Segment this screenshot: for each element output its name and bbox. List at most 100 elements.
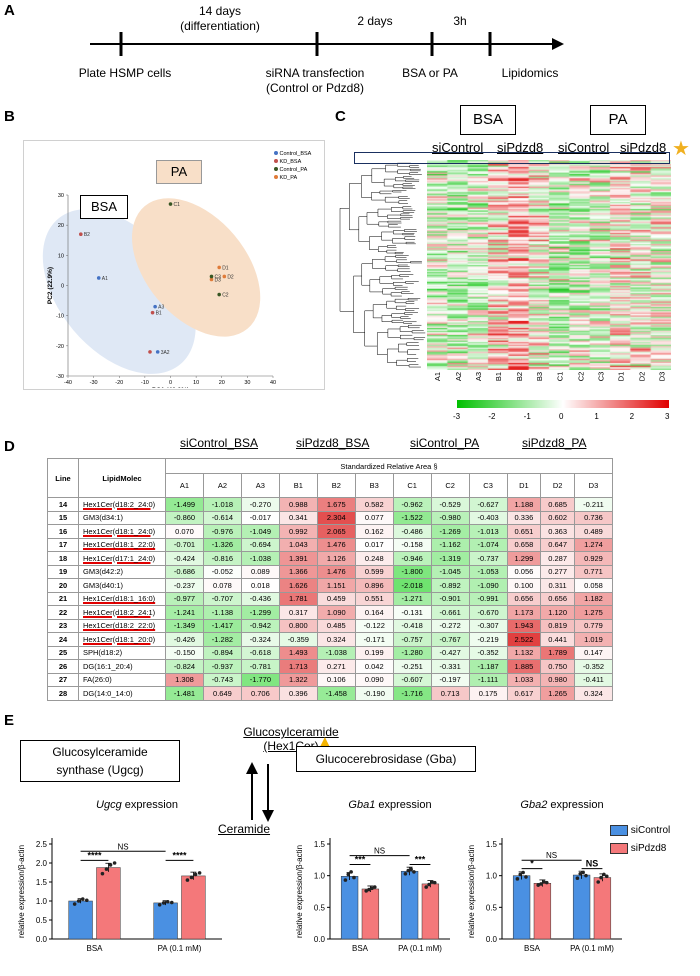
table-cell-value: -0.901: [430, 591, 470, 606]
panel-c-label: C: [335, 108, 346, 125]
x-tick-label: 40: [270, 380, 276, 386]
data-point: [197, 871, 202, 875]
table-cell-value: -0.942: [240, 618, 280, 633]
table-cell-value: 1.885: [506, 659, 542, 674]
legend-item-sicontrol: siControl: [610, 822, 670, 840]
data-point: [104, 867, 109, 871]
dendrogram-branch: [397, 268, 411, 272]
heatmap-col-label: C3: [596, 371, 606, 382]
table-cell-value: 0.485: [316, 618, 356, 633]
timeline-label-3h: 3h: [453, 14, 467, 28]
gba-box: Glucocerebrosidase (Gba): [296, 746, 476, 772]
lipid-table: Line LipidMolec Standardized Relative Ar…: [47, 458, 614, 701]
timeline-step-sirna: siRNA transfection (Control or Pdzd8): [265, 66, 365, 95]
table-cell-value: 1.274: [573, 537, 614, 552]
data-point: [604, 874, 609, 879]
table-cell-value: -1.162: [430, 537, 470, 552]
table-cell-value: -1.458: [316, 686, 356, 701]
dendrogram-branch: [393, 230, 405, 235]
table-group-label: siControl_BSA: [180, 436, 259, 450]
table-cell-value: 0.147: [573, 645, 614, 660]
table-cell-value: 1.126: [316, 551, 356, 566]
table-cell-value: -1.349: [165, 618, 204, 633]
y-tick-label: -10: [56, 314, 64, 320]
table-cell-value: -1.074: [468, 537, 508, 552]
table-cell-value: -0.352: [573, 659, 614, 674]
table-row: 23 Hex1Cer(d18:2_22:0) -1.349 -1.417 -0.942 0…: [47, 618, 614, 633]
table-cell-value: 0.441: [540, 632, 575, 647]
dendrogram-branch: [399, 274, 414, 277]
table-cell-value: -0.707: [202, 591, 242, 606]
bar: [533, 883, 552, 940]
data-point: [542, 880, 546, 884]
table-cell-value: -0.694: [240, 537, 280, 552]
table-cell-value: 0.602: [540, 510, 575, 525]
table-cell-value: -1.018: [202, 497, 242, 512]
pca-point: [217, 292, 221, 297]
y-tick-label: 0.5: [314, 903, 326, 912]
data-point: [578, 871, 583, 876]
table-cell-line: 25: [47, 645, 79, 660]
dendrogram-branch: [387, 245, 397, 248]
table-cell-lipid: Hex1Cer(d18:2_24:0): [78, 497, 166, 512]
table-cell-value: 1.391: [278, 551, 318, 566]
data-point: [424, 885, 428, 889]
table-cell-value: 0.042: [354, 659, 394, 674]
table-cell-value: 1.120: [540, 605, 575, 620]
table-cell-value: 1.151: [316, 578, 356, 593]
chart-title: Gba2 expression: [520, 799, 603, 811]
dendrogram-branch: [408, 364, 421, 368]
table-cell-value: 0.090: [354, 672, 394, 687]
y-tick-label: 1.5: [486, 840, 498, 849]
table-cell-value: -0.860: [165, 510, 204, 525]
data-point: [364, 889, 368, 893]
table-cell-value: -0.122: [354, 618, 394, 633]
dendrogram-branch: [404, 236, 416, 240]
panel-e-label: E: [4, 712, 15, 729]
heatmap-col-label: B1: [494, 371, 504, 382]
significance-label: NS: [374, 847, 385, 856]
pca-bsa-box: BSA: [80, 195, 128, 219]
table-cell-lipid: Hex1Cer(d18:1_16:0): [78, 591, 166, 606]
table-cell-value: 0.396: [278, 686, 318, 701]
table-row: 16 Hex1Cer(d18:1_24:0) 0.070 -0.976 -1.049 0.…: [47, 524, 614, 539]
table-cell-value: 0.992: [278, 524, 318, 539]
table-col-header: B3: [354, 473, 394, 498]
table-group-label: siControl_PA: [410, 436, 480, 450]
table-cell-value: 0.077: [354, 510, 394, 525]
table-cell-value: 1.493: [278, 645, 318, 660]
table-cell-value: -0.150: [165, 645, 204, 660]
data-point: [72, 902, 77, 906]
ugcg-bar-chart: Ugcg expression 0.0 0.5 1.0 1.5 2.0 2.5 relativ…: [17, 799, 222, 953]
dendrogram-branch: [387, 348, 399, 363]
table-col-header: D3: [573, 473, 614, 498]
table-cell-value: -0.190: [354, 686, 394, 701]
dendrogram-branch: [382, 288, 396, 295]
table-col-header: C3: [468, 473, 508, 498]
table-cell-value: 0.078: [202, 578, 242, 593]
x-tick-label: PA (0.1 mM): [158, 944, 202, 953]
table-cell-value: 0.017: [354, 537, 394, 552]
table-cell-value: -1.241: [165, 605, 204, 620]
x-tick-label: BSA: [86, 944, 103, 953]
dendrogram-branch: [369, 236, 382, 250]
timeline: [90, 32, 564, 56]
data-point: [185, 878, 190, 882]
table-cell-value: 0.287: [540, 551, 575, 566]
table-cell-value: -0.359: [278, 632, 318, 647]
table-cell-value: -0.824: [165, 659, 204, 674]
table-cell-lipid: GM3(d42:2): [78, 564, 166, 579]
y-tick-label: 0.0: [486, 935, 498, 944]
dendrogram-branch: [376, 332, 388, 355]
data-point: [76, 899, 81, 903]
pca-point-label: C1: [174, 202, 181, 208]
table-cell-value: 0.100: [506, 578, 542, 593]
table-cell-value: -0.618: [240, 645, 280, 660]
table-cell-line: 17: [47, 537, 79, 552]
table-cell-value: 1.781: [278, 591, 318, 606]
table-cell-value: 0.106: [316, 672, 356, 687]
pca-point: [168, 202, 173, 206]
dendrogram-branch: [339, 208, 354, 312]
heatmap-col-labels: A1 A2 A3 B1 B2 B3 C1 C2 C3 D1 D2 D3: [427, 372, 671, 392]
table-cell-value: 1.275: [573, 605, 614, 620]
